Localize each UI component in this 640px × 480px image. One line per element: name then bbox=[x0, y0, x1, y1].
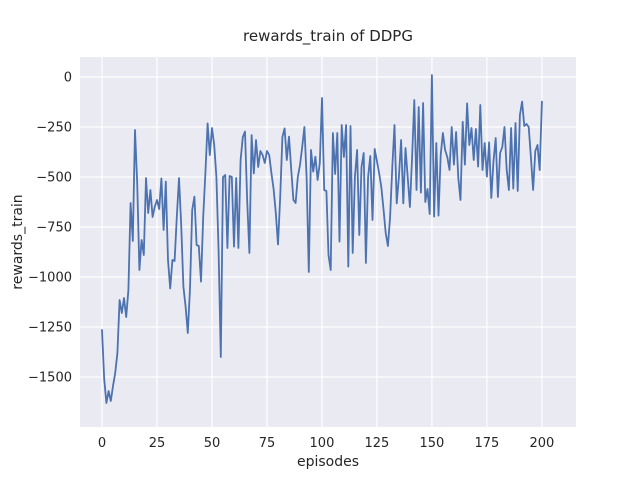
y-tick-label: 0 bbox=[64, 71, 72, 86]
y-tick-label: −1500 bbox=[28, 371, 72, 386]
y-tick-label: −1250 bbox=[28, 321, 72, 336]
y-axis-label: rewards_train bbox=[10, 194, 26, 289]
x-axis-label: episodes bbox=[297, 454, 359, 470]
x-tick-label: 125 bbox=[365, 436, 390, 451]
x-tick-label: 150 bbox=[420, 436, 445, 451]
y-tick-label: −1000 bbox=[28, 271, 72, 286]
x-tick-label: 50 bbox=[204, 436, 221, 451]
x-tick-label: 0 bbox=[98, 436, 106, 451]
x-tick-label: 75 bbox=[259, 436, 276, 451]
x-tick-label: 25 bbox=[149, 436, 166, 451]
series-group bbox=[101, 74, 543, 404]
x-tick-label: 200 bbox=[529, 436, 554, 451]
y-tick-label: −750 bbox=[36, 221, 72, 236]
series-line-rewards_train bbox=[101, 74, 543, 404]
x-tick-label: 100 bbox=[310, 436, 335, 451]
chart-title: rewards_train of DDPG bbox=[243, 27, 413, 46]
y-tick-labels: 0 −250 −500 −750 −1000 −1250 −1500 bbox=[28, 71, 72, 386]
x-tick-labels: 0 25 50 75 100 125 150 175 200 bbox=[98, 436, 554, 451]
y-tick-label: −250 bbox=[36, 121, 72, 136]
x-tick-label: 175 bbox=[475, 436, 500, 451]
y-tick-label: −500 bbox=[36, 171, 72, 186]
